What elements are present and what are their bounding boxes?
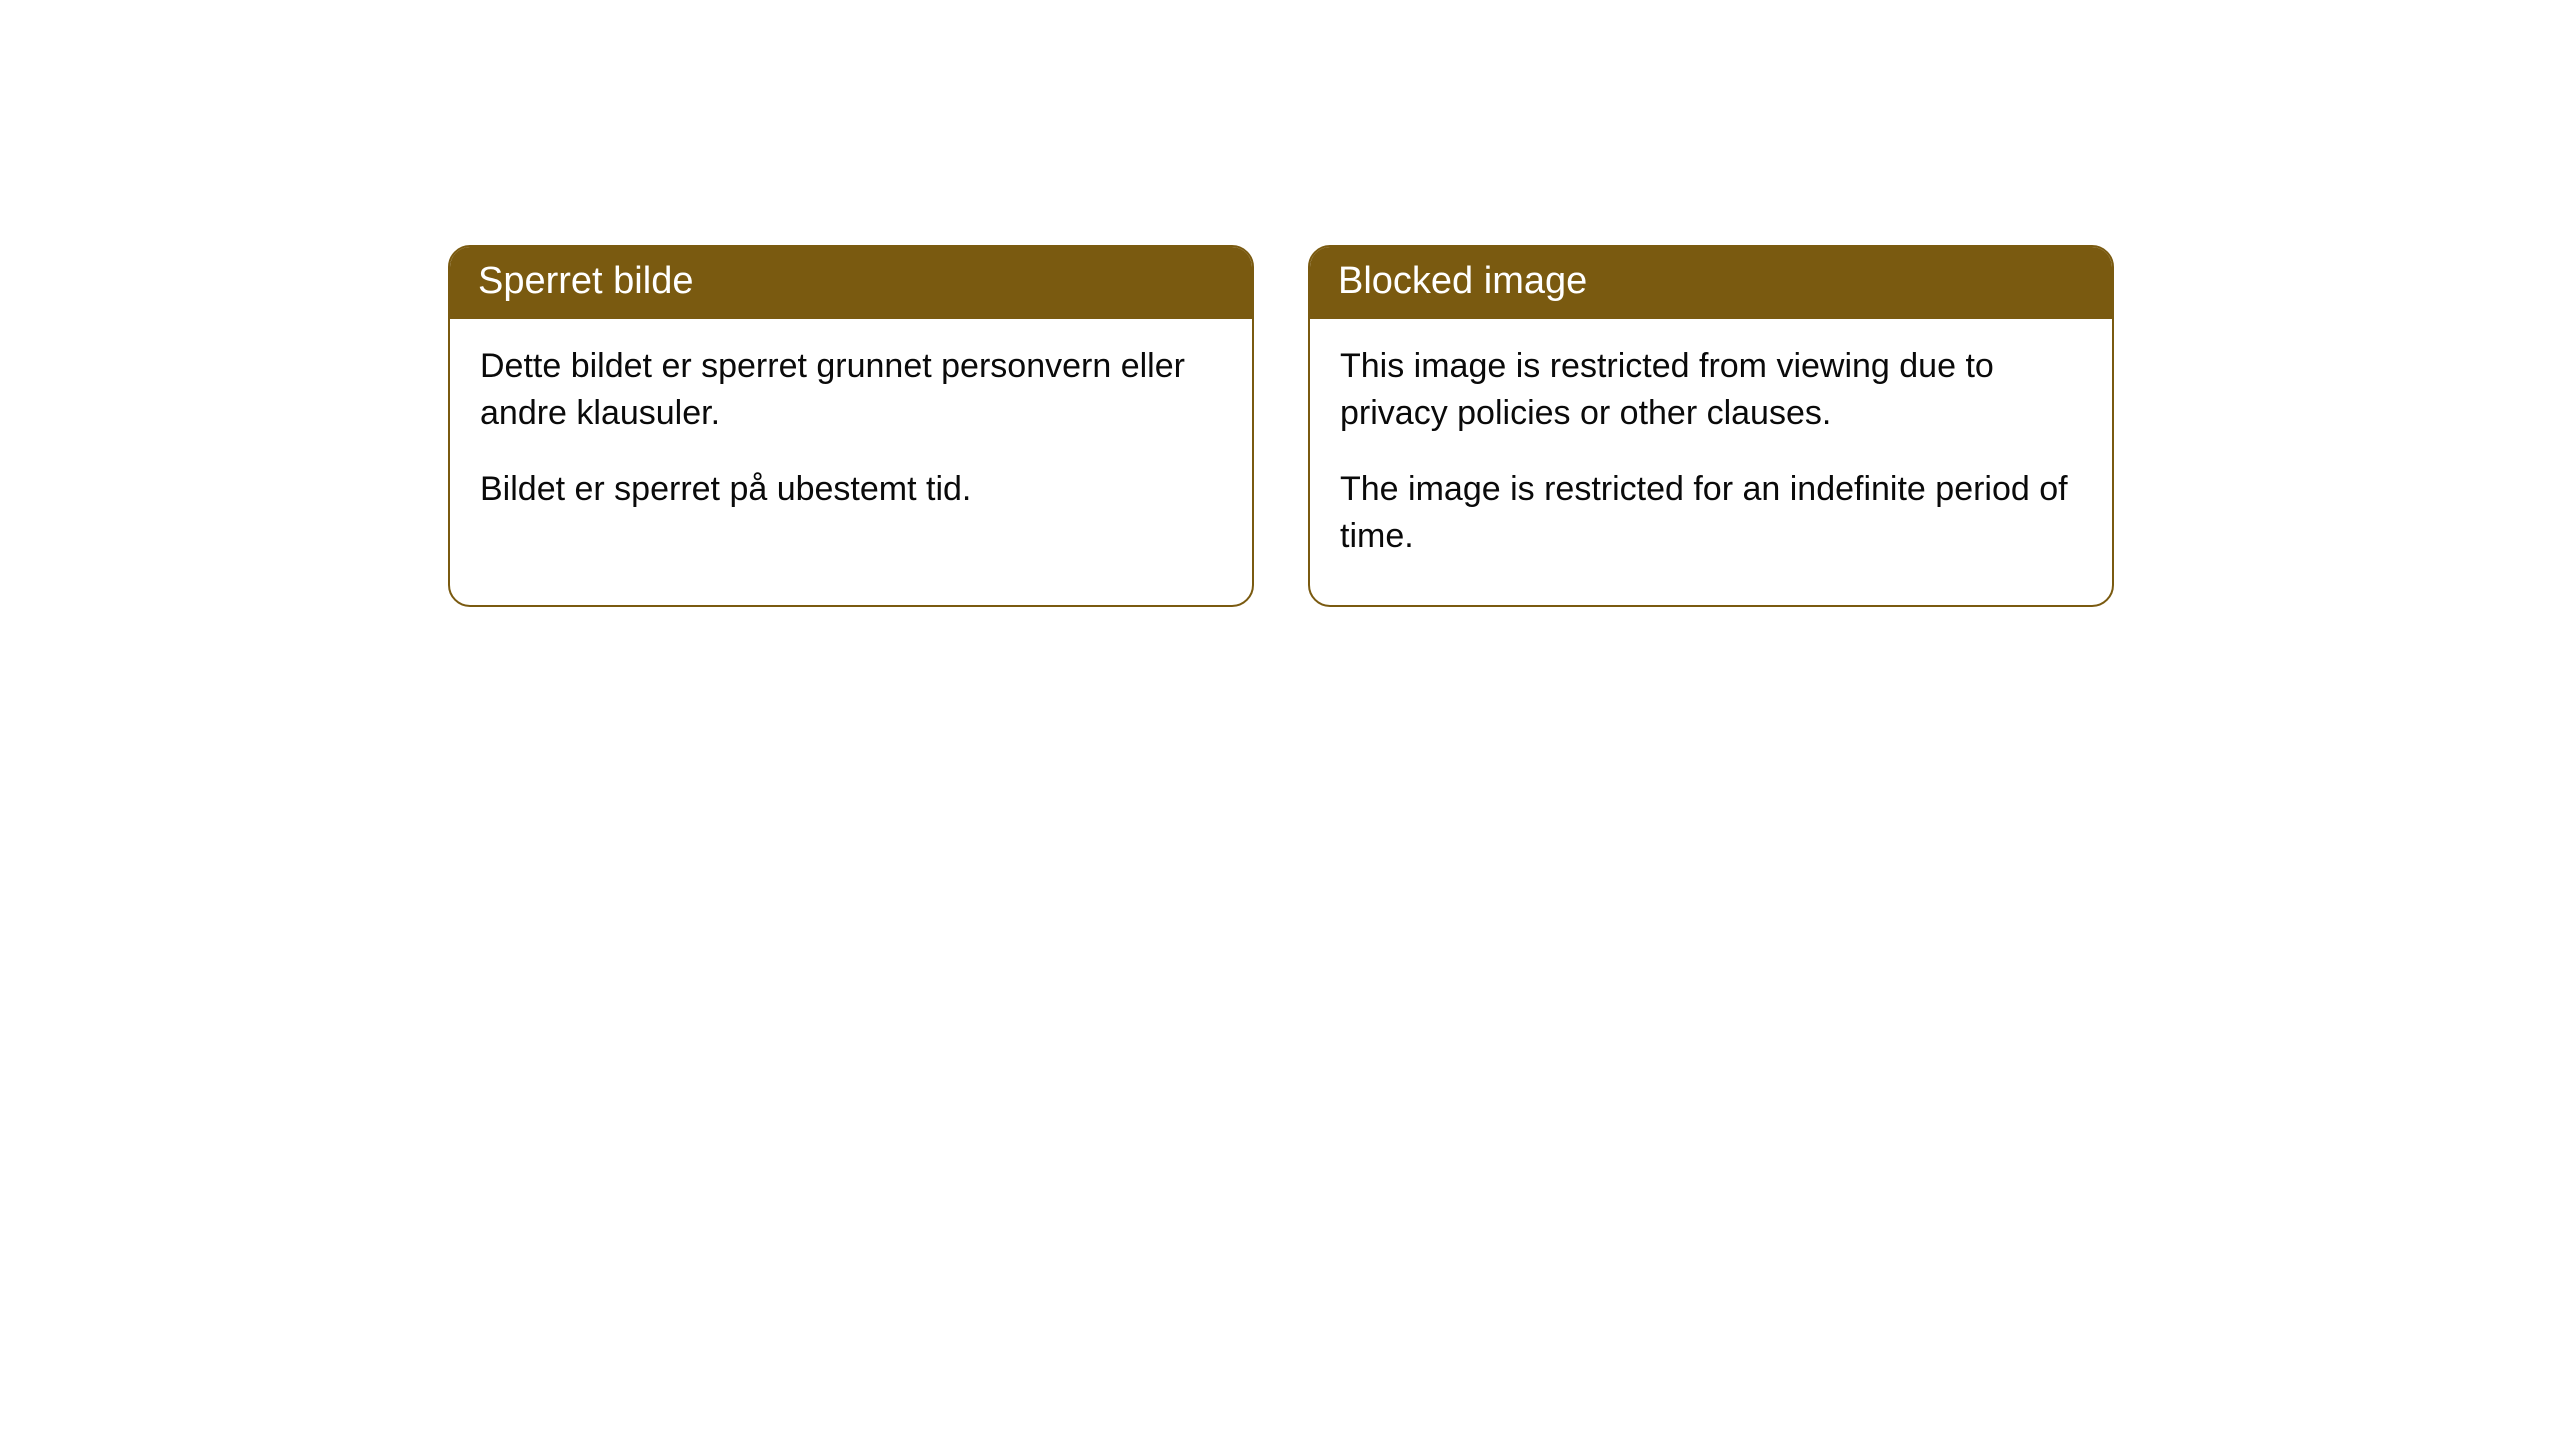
card-paragraph: This image is restricted from viewing du… (1340, 343, 2082, 438)
card-paragraph: Bildet er sperret på ubestemt tid. (480, 466, 1222, 514)
notice-card-english: Blocked image This image is restricted f… (1308, 245, 2114, 607)
card-title: Blocked image (1310, 247, 2112, 319)
card-body: Dette bildet er sperret grunnet personve… (450, 319, 1252, 558)
notice-cards-container: Sperret bilde Dette bildet er sperret gr… (448, 245, 2114, 607)
card-body: This image is restricted from viewing du… (1310, 319, 2112, 605)
card-paragraph: Dette bildet er sperret grunnet personve… (480, 343, 1222, 438)
notice-card-norwegian: Sperret bilde Dette bildet er sperret gr… (448, 245, 1254, 607)
card-paragraph: The image is restricted for an indefinit… (1340, 466, 2082, 561)
card-title: Sperret bilde (450, 247, 1252, 319)
